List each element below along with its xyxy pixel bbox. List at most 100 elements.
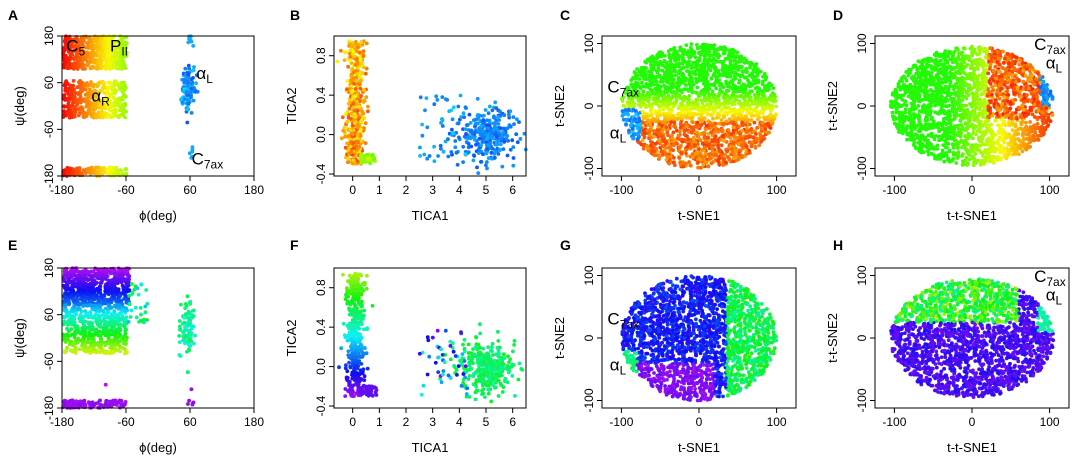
data-point [686, 89, 691, 93]
data-point [622, 104, 627, 109]
data-point [695, 101, 699, 105]
data-point [349, 43, 354, 48]
data-point [731, 141, 736, 146]
data-point [670, 70, 674, 74]
y-tick-label: -0.4 [314, 163, 328, 184]
data-point [94, 53, 99, 58]
data-point [359, 94, 363, 98]
data-point [746, 94, 750, 99]
data-point [656, 84, 661, 88]
data-point [92, 82, 96, 87]
data-point [346, 101, 351, 106]
data-point [701, 142, 705, 146]
data-point [366, 109, 370, 114]
data-point [679, 162, 683, 167]
data-point [69, 42, 73, 46]
data-point [472, 154, 477, 158]
data-point [729, 55, 734, 60]
data-point [696, 93, 701, 98]
data-point [703, 127, 708, 132]
data-point [746, 103, 751, 108]
data-point [74, 55, 78, 59]
x-tick-label: 60 [183, 183, 197, 197]
data-point [182, 80, 187, 85]
data-point [351, 102, 355, 106]
data-point [77, 57, 82, 62]
data-point [663, 121, 668, 126]
data-point [111, 65, 116, 70]
data-point [83, 171, 88, 176]
data-point [724, 160, 728, 165]
data-point [363, 141, 368, 146]
data-point [647, 130, 652, 135]
data-point [759, 89, 763, 93]
data-point [768, 97, 773, 102]
data-point [772, 97, 776, 102]
data-point [660, 129, 664, 134]
data-point [359, 127, 363, 132]
data-point [74, 35, 79, 40]
data-point [98, 54, 103, 59]
data-point [635, 137, 640, 142]
data-point [112, 103, 117, 108]
x-axis-title-A: ϕ(deg) [139, 208, 177, 223]
data-point [765, 122, 770, 126]
data-point [418, 145, 422, 150]
data-point [349, 150, 354, 155]
data-point [502, 113, 507, 118]
data-point [708, 57, 712, 62]
data-point [72, 114, 77, 119]
data-point [745, 134, 749, 139]
data-point [339, 136, 344, 141]
data-point [116, 60, 120, 65]
data-point [694, 112, 699, 117]
annotation-subscript: L [206, 72, 213, 86]
data-point [340, 115, 345, 120]
data-point [641, 116, 646, 120]
data-point [435, 98, 440, 102]
data-point [84, 114, 89, 119]
data-point [769, 108, 773, 113]
data-point [748, 97, 753, 102]
data-point [648, 123, 653, 127]
data-point [345, 119, 350, 124]
data-point [662, 58, 667, 63]
data-point [717, 149, 722, 153]
x-tick-label: 180 [244, 183, 264, 197]
data-point [94, 44, 99, 49]
data-point [68, 49, 73, 53]
data-point [66, 86, 71, 91]
data-point [99, 109, 104, 114]
data-point [475, 113, 480, 118]
data-point [436, 154, 440, 158]
data-point [666, 80, 671, 85]
data-point [90, 170, 95, 175]
data-point [711, 116, 715, 121]
data-point [82, 50, 86, 54]
data-point [722, 111, 727, 116]
data-point [66, 97, 70, 102]
x-tick-label: 1 [376, 183, 383, 197]
data-point [660, 144, 665, 149]
data-point [699, 72, 704, 77]
data-point [720, 127, 724, 132]
data-point [688, 111, 693, 116]
data-point [768, 113, 773, 118]
data-point [89, 83, 94, 87]
data-point [423, 108, 427, 113]
panel-letter-D: D [833, 7, 843, 23]
data-point [657, 154, 662, 159]
data-point [477, 151, 481, 156]
data-point [514, 132, 519, 137]
data-point [637, 119, 642, 123]
data-point [471, 158, 476, 163]
data-point [72, 61, 77, 66]
data-point [675, 117, 680, 121]
data-point [361, 49, 366, 54]
data-point [492, 114, 496, 119]
data-point [954, 161, 959, 165]
data-point [476, 171, 481, 176]
data-point [717, 93, 721, 98]
data-point [90, 42, 94, 47]
data-point [505, 126, 510, 131]
